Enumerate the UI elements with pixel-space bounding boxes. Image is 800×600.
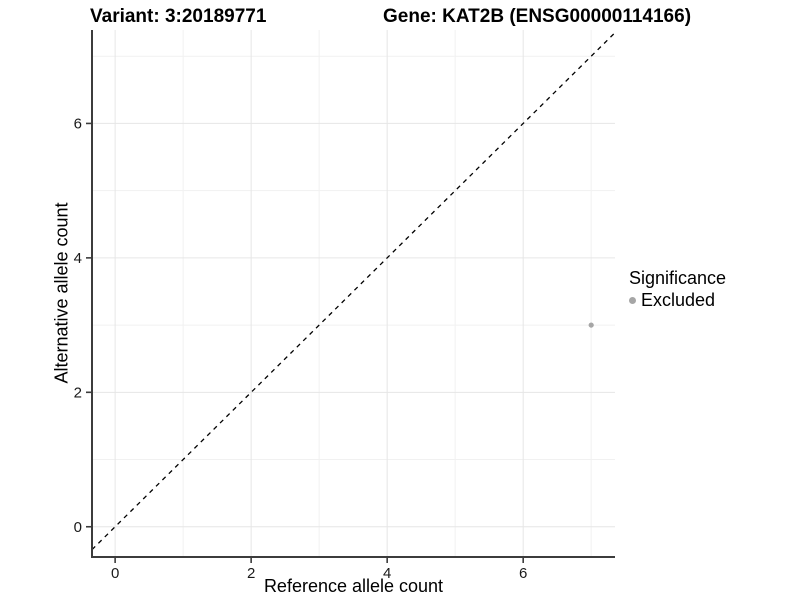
- data-point: [588, 322, 594, 328]
- x-tick-label: 2: [247, 565, 255, 582]
- gene-title: Gene: KAT2B (ENSG00000114166): [383, 6, 692, 27]
- y-tick-label: 4: [74, 250, 82, 267]
- x-tick-label: 4: [383, 565, 391, 582]
- legend-key-dot-icon: [629, 296, 636, 304]
- y-tick-label: 2: [74, 384, 82, 401]
- x-axis-title: Reference allele count: [263, 576, 444, 596]
- legend: Significance Excluded: [629, 268, 726, 310]
- x-tick-label: 0: [111, 565, 119, 582]
- y-axis-title: Alternative allele count: [51, 202, 72, 384]
- y-tick-label: 0: [74, 519, 82, 536]
- legend-item-excluded: Excluded: [629, 290, 726, 310]
- identity-reference-line: [91, 32, 616, 551]
- y-tick-label: 6: [74, 115, 82, 132]
- legend-item-label: Excluded: [641, 290, 716, 310]
- x-tick-label: 6: [519, 565, 527, 582]
- legend-title: Significance: [629, 268, 727, 288]
- variant-title: Variant: 3:20189771: [90, 6, 267, 27]
